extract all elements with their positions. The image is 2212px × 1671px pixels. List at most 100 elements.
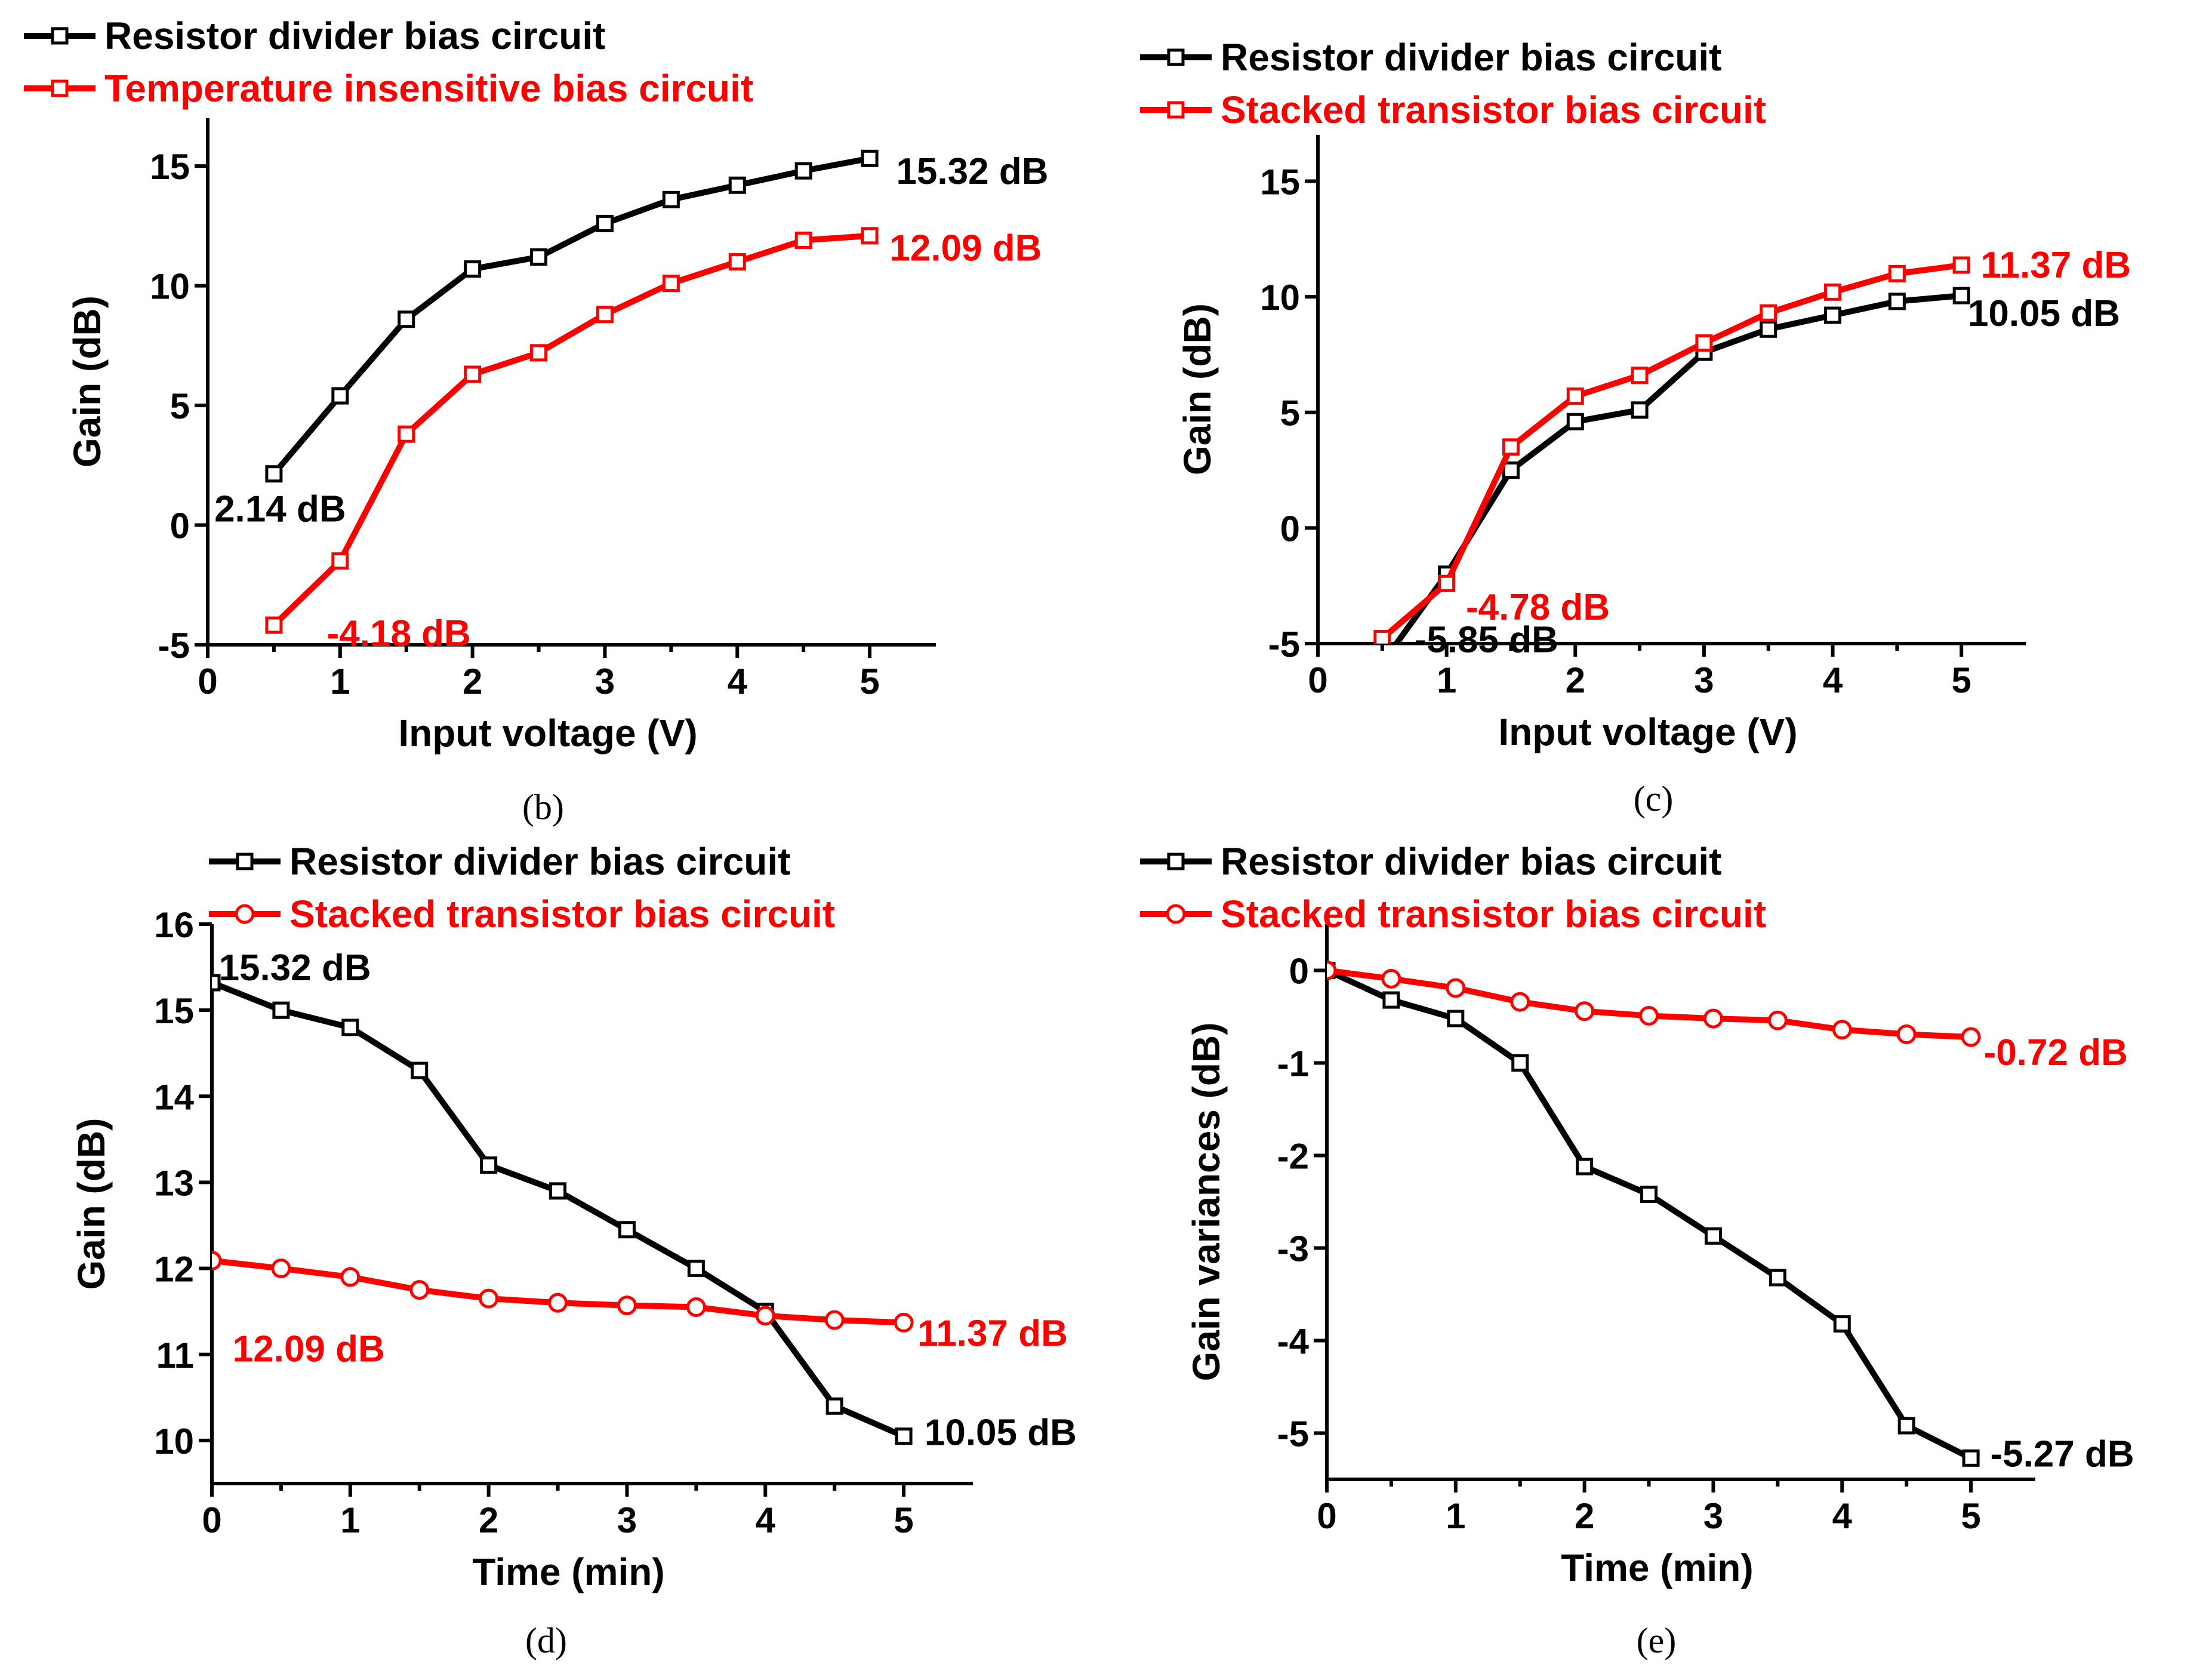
legend-marker [1167,48,1185,66]
y-tick-label: -5 [1268,624,1300,664]
series-0 [265,149,879,483]
data-point [825,1397,843,1415]
data-point [1896,1024,1917,1044]
y-tick-label: 12 [154,1250,194,1290]
legend-label: Stacked transistor bias circuit [289,893,835,935]
x-axis-title: Input voltage (V) [398,712,697,755]
value-annotation: 15.32 dB [896,151,1048,192]
data-point [340,1267,361,1287]
legend-label: Resistor divider bias circuit [104,14,605,57]
legend-label: Resistor divider bias circuit [1221,840,1721,883]
value-annotation: -5.27 dB [1990,1434,2134,1475]
x-axis-title: Time (min) [472,1550,664,1593]
y-axis-title: Gain (dB) [70,1118,113,1290]
value-annotation: 10.05 dB [925,1412,1077,1454]
y-tick-label: -5 [1277,1414,1309,1454]
data-point [794,231,812,249]
series-line [272,155,871,476]
data-point [549,1182,567,1200]
data-point [1824,306,1842,324]
data-point [1566,413,1584,430]
data-point [1952,287,1970,304]
x-tick-label: 1 [340,1500,360,1540]
x-tick-label: 5 [1961,1496,1980,1536]
data-point [596,214,614,232]
data-point [662,275,680,293]
panel-e: 0 1 2 3 4 5 0 -1 -2 -3 -4 -5 Time (min) Gain variance… [1140,840,2134,1660]
x-axis-title: Time (min) [1561,1546,1753,1589]
legend-label: Temperature insensitive bias circuit [104,67,753,110]
data-point [464,260,482,278]
data-point [398,310,415,328]
data-point [755,1306,775,1326]
data-point [1576,1158,1594,1175]
x-axis-title: Input voltage (V) [1498,710,1797,753]
data-point [409,1280,430,1300]
y-axis-title: Gain (dB) [1176,303,1219,475]
x-tick-label: 0 [1308,660,1327,700]
data-point [1566,387,1584,405]
y-tick-label: 15 [150,147,190,187]
legend-entry: Resistor divider bias circuit [1140,840,1721,883]
x-tick-label: 4 [728,661,748,701]
data-point [794,162,812,180]
y-tick-label: 10 [154,1421,194,1461]
legend-marker [1167,853,1185,870]
y-tick-label: -2 [1277,1137,1309,1177]
data-point [1631,401,1649,419]
data-point [1502,461,1520,479]
data-point [1824,283,1842,301]
data-point [1327,961,1337,980]
data-point [1375,656,1390,670]
x-tick-label: 3 [1694,660,1714,700]
data-point [271,1258,291,1279]
legend-entry: Stacked transistor bias circuit [209,893,835,935]
data-point [1760,320,1777,338]
legend-entry: Temperature insensitive bias circuit [24,67,753,110]
x-tick-label: 3 [617,1500,637,1540]
data-point [1897,1417,1915,1435]
legend-marker [235,904,255,924]
y-tick-label: 0 [1280,509,1300,549]
panel-caption: (e) [1637,1621,1677,1660]
legend-label: Stacked transistor bias circuit [1221,88,1766,131]
data-point [464,365,482,383]
series-1 [212,1251,914,1333]
x-tick-label: 1 [1437,660,1456,700]
data-point [272,1001,290,1019]
x-tick-label: 0 [198,661,217,701]
data-point [1382,991,1400,1009]
data-point [894,1312,914,1333]
data-point [686,1297,706,1317]
data-point [617,1295,637,1316]
legend-entry: Stacked transistor bias circuit [1140,88,1766,131]
data-point [331,387,349,405]
x-tick-label: 1 [330,661,350,701]
data-point [1511,1054,1529,1072]
data-point [1832,1020,1852,1040]
legend-marker [51,27,69,45]
x-tick-label: 1 [1446,1496,1465,1536]
x-tick-label: 3 [595,661,615,701]
data-point [530,344,548,362]
panel-caption: (c) [1634,779,1674,818]
panel-caption: (d) [525,1621,567,1660]
y-tick-label: 13 [154,1163,194,1203]
x-tick-label: 3 [1703,1496,1723,1536]
data-point [1373,629,1391,644]
x-tick-label: 2 [479,1500,498,1540]
y-tick-label: -3 [1277,1229,1309,1269]
value-annotation: -4.78 dB [1466,587,1610,628]
y-tick-label: 5 [170,386,190,426]
data-point [1833,1315,1851,1333]
series-line [1327,967,1973,1461]
legend-marker [1166,904,1186,924]
legend-marker [51,79,69,97]
x-tick-label: 0 [202,1500,221,1540]
data-point [1695,334,1713,352]
data-point [687,1260,705,1278]
value-annotation: 10.05 dB [1968,293,2120,334]
data-point [265,616,283,634]
